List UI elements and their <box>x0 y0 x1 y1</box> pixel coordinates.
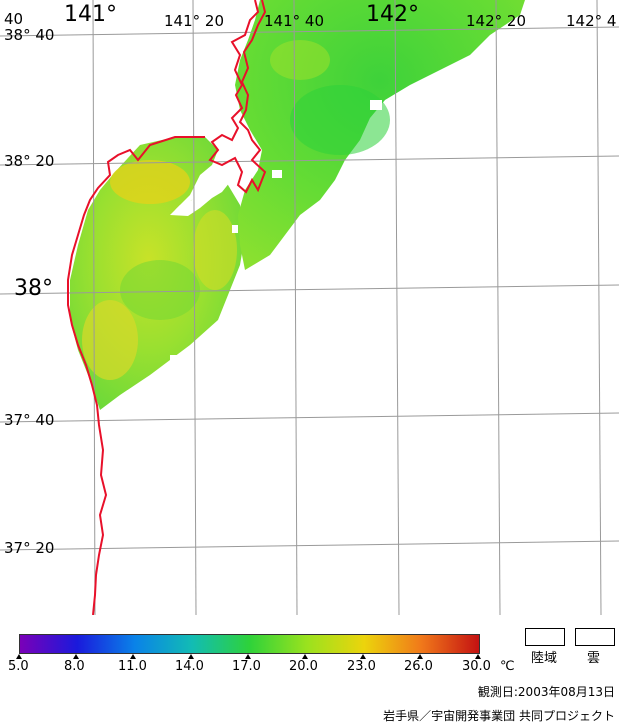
scale-tick <box>245 654 251 659</box>
graticule <box>0 0 619 615</box>
credit-line: 岩手県／宇宙開発事業団 共同プロジェクト <box>383 709 615 723</box>
scale-label: 8.0 <box>64 659 85 674</box>
latitude-label: 38° 20 <box>4 152 55 170</box>
cloud-specks <box>170 100 382 361</box>
latitude-label: 38° <box>14 276 53 301</box>
sea-surface-temperature-map <box>0 0 619 615</box>
temperature-color-scale <box>19 634 480 654</box>
scale-tick <box>16 654 22 659</box>
longitude-label: 142° <box>366 2 419 27</box>
latitude-label: 37° 40 <box>4 411 55 429</box>
scale-label: 5.0 <box>8 659 29 674</box>
longitude-label: 141° <box>64 2 117 27</box>
scale-label: 20.0 <box>289 659 318 674</box>
scale-tick <box>188 654 194 659</box>
scale-tick <box>360 654 366 659</box>
scale-tick <box>417 654 423 659</box>
scale-label: 17.0 <box>232 659 261 674</box>
longitude-label: 141° 20 <box>164 12 224 30</box>
scale-label: 30.0 <box>462 659 491 674</box>
corner-label: 40 <box>4 10 24 28</box>
land-label: 陸域 <box>531 651 558 666</box>
scale-label: 26.0 <box>404 659 433 674</box>
scale-label: 11.0 <box>118 659 147 674</box>
scale-label: 14.0 <box>175 659 204 674</box>
scale-tick <box>73 654 79 659</box>
sst-warm-patch <box>82 300 138 380</box>
sst-warm-patch <box>193 210 237 290</box>
cloud-label: 雲 <box>587 651 601 666</box>
scale-tick <box>302 654 308 659</box>
coastline <box>67 0 267 615</box>
land-swatch <box>525 628 565 646</box>
scale-tick <box>130 654 136 659</box>
scale-label: 23.0 <box>347 659 376 674</box>
cloud-gap <box>170 170 230 216</box>
cloud-swatch <box>575 628 615 646</box>
observation-date: 観測日:2003年08月13日 <box>477 685 615 699</box>
latitude-label: 38° 40 <box>4 26 55 44</box>
sst-warm-patch <box>270 40 330 80</box>
longitude-label: 141° 40 <box>264 12 324 30</box>
sst-cool-patch <box>120 260 200 320</box>
sst-warm-patch <box>110 160 190 204</box>
longitude-label: 142° 20 <box>466 12 526 30</box>
latitude-label: 37° 20 <box>4 539 55 557</box>
scale-tick <box>475 654 481 659</box>
sst-cool-patch <box>290 85 390 155</box>
unit-label: ℃ <box>500 659 515 674</box>
longitude-label: 142° 4 <box>566 12 617 30</box>
